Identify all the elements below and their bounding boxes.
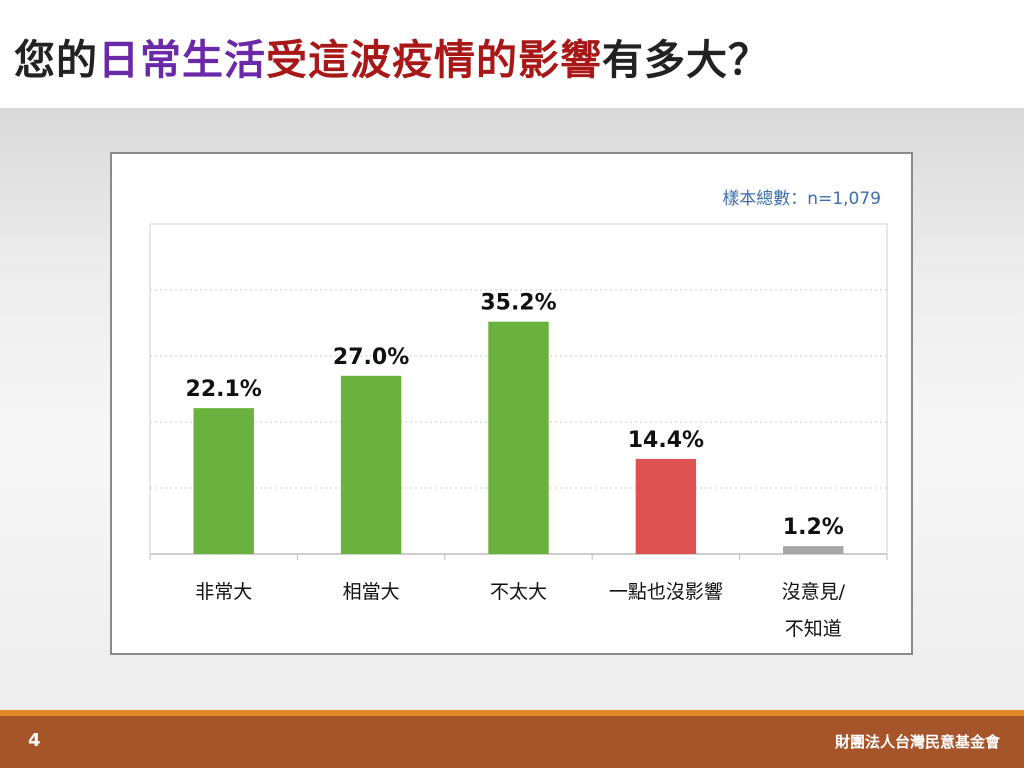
category-label-2-line-1: 相當大 [343,581,400,603]
category-label-5-line-2: 不知道 [785,618,842,640]
value-label-4: 14.4% [628,428,704,453]
chart-panel: 樣本總數：n=1,079 22.1% 非常大 27.0% 相當大 35.2% 不太大 14.… [110,152,913,655]
value-label-3: 35.2% [480,291,556,316]
title-segment-1: 您的 [14,36,98,84]
bar-3 [488,321,549,554]
slide-title: 您的日常生活受這波疫情的影響有多大？ [14,26,770,86]
bar-5 [783,546,844,554]
value-label-1: 22.1% [186,377,262,402]
category-label-5-line-1: 沒意見/ [782,581,846,603]
category-label-3-line-1: 不太大 [490,581,547,603]
bar-4 [635,458,697,554]
title-segment-2: 日常生活 [98,36,266,84]
category-label-1-line-1: 非常大 [195,581,252,603]
value-label-5: 1.2% [783,515,844,540]
footer-stripe [0,710,1024,716]
sample-size-note: 樣本總數：n=1,079 [722,189,881,209]
title-bar: 您的日常生活受這波疫情的影響有多大？ [0,0,1024,108]
category-label-4-line-1: 一點也沒影響 [609,581,723,603]
page-number: 4 [28,730,41,751]
value-label-2: 27.0% [333,345,409,370]
footer-bar: 4 財團法人台灣民意基金會 [0,716,1024,768]
title-segment-3: 受這波疫情的影響 [266,36,602,84]
organization-name: 財團法人台灣民意基金會 [834,733,1000,751]
bar-chart: 22.1% 非常大 27.0% 相當大 35.2% 不太大 14.4% 一點也沒影響 1.2% 沒… [149,223,888,640]
bar-1 [193,408,254,554]
bar-2 [340,375,402,554]
title-segment-4: 有多大？ [602,36,770,84]
